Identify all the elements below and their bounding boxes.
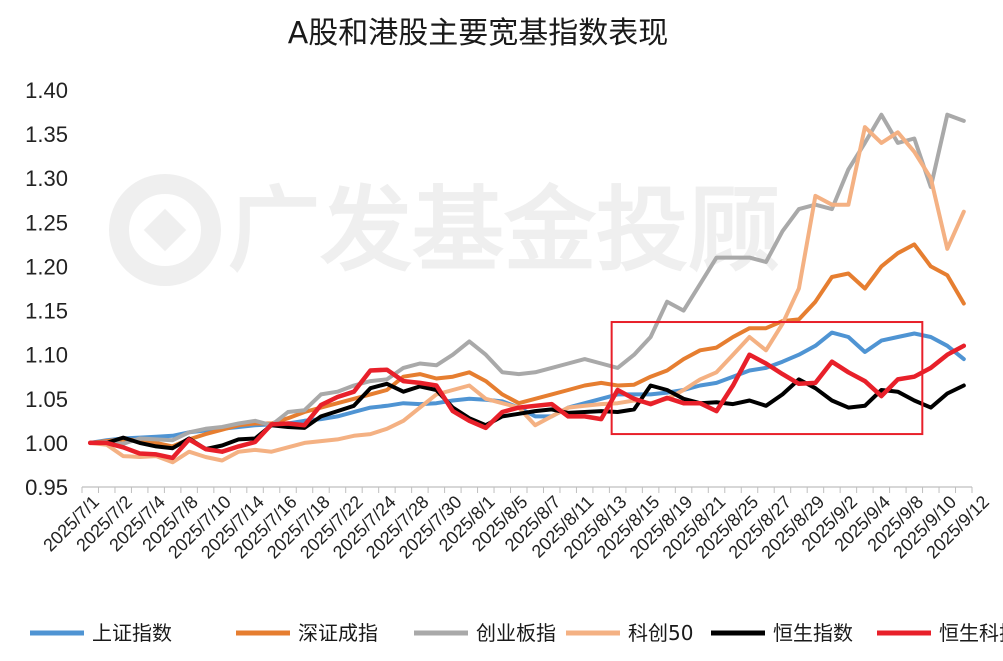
watermark-logo-icon	[109, 174, 221, 286]
legend-label: 恒生科技	[939, 621, 1003, 645]
chart-title: A股和港股主要宽基指数表现	[288, 16, 669, 51]
y-tick-label: 1.00	[25, 431, 68, 456]
series-line-3	[88, 112, 966, 446]
y-tick-label: 1.10	[25, 343, 68, 368]
highlight-box	[610, 321, 924, 436]
series-line-6	[87, 343, 967, 461]
y-tick-label: 1.20	[25, 254, 68, 279]
y-tick-label: 1.35	[25, 122, 68, 147]
legend-label: 上证指数	[92, 621, 172, 645]
x-axis-ticks: 2025/7/12025/7/22025/7/42025/7/82025/7/1…	[39, 492, 993, 563]
legend-label: 创业板指	[476, 621, 556, 645]
y-tick-label: 1.30	[25, 166, 68, 191]
legend-label: 科创50	[628, 621, 693, 645]
y-tick-label: 1.25	[25, 210, 68, 235]
y-tick-label: 1.15	[25, 299, 68, 324]
legend: 上证指数 深证成指 创业板指 科创50 恒生指数 恒生科技	[30, 621, 1003, 645]
y-tick-label: 1.05	[25, 387, 68, 412]
legend-label: 恒生指数	[773, 621, 853, 645]
y-axis-ticks: 0.95 1.00 1.05 1.10 1.15 1.20 1.25 1.30 1.35 1.40	[25, 78, 68, 500]
series-line-5	[88, 377, 966, 452]
highlight-box-layer	[610, 321, 924, 436]
axes	[81, 486, 973, 493]
series-lines	[87, 112, 967, 465]
watermark: 广发基金投顾	[109, 174, 780, 286]
watermark-text: 广发基金投顾	[228, 177, 780, 284]
legend-label: 深证成指	[298, 621, 378, 645]
series-line-4	[88, 125, 966, 465]
y-tick-label: 1.40	[25, 78, 68, 103]
y-tick-label: 0.95	[25, 475, 68, 500]
watermark-logo-inner-icon	[143, 208, 187, 252]
